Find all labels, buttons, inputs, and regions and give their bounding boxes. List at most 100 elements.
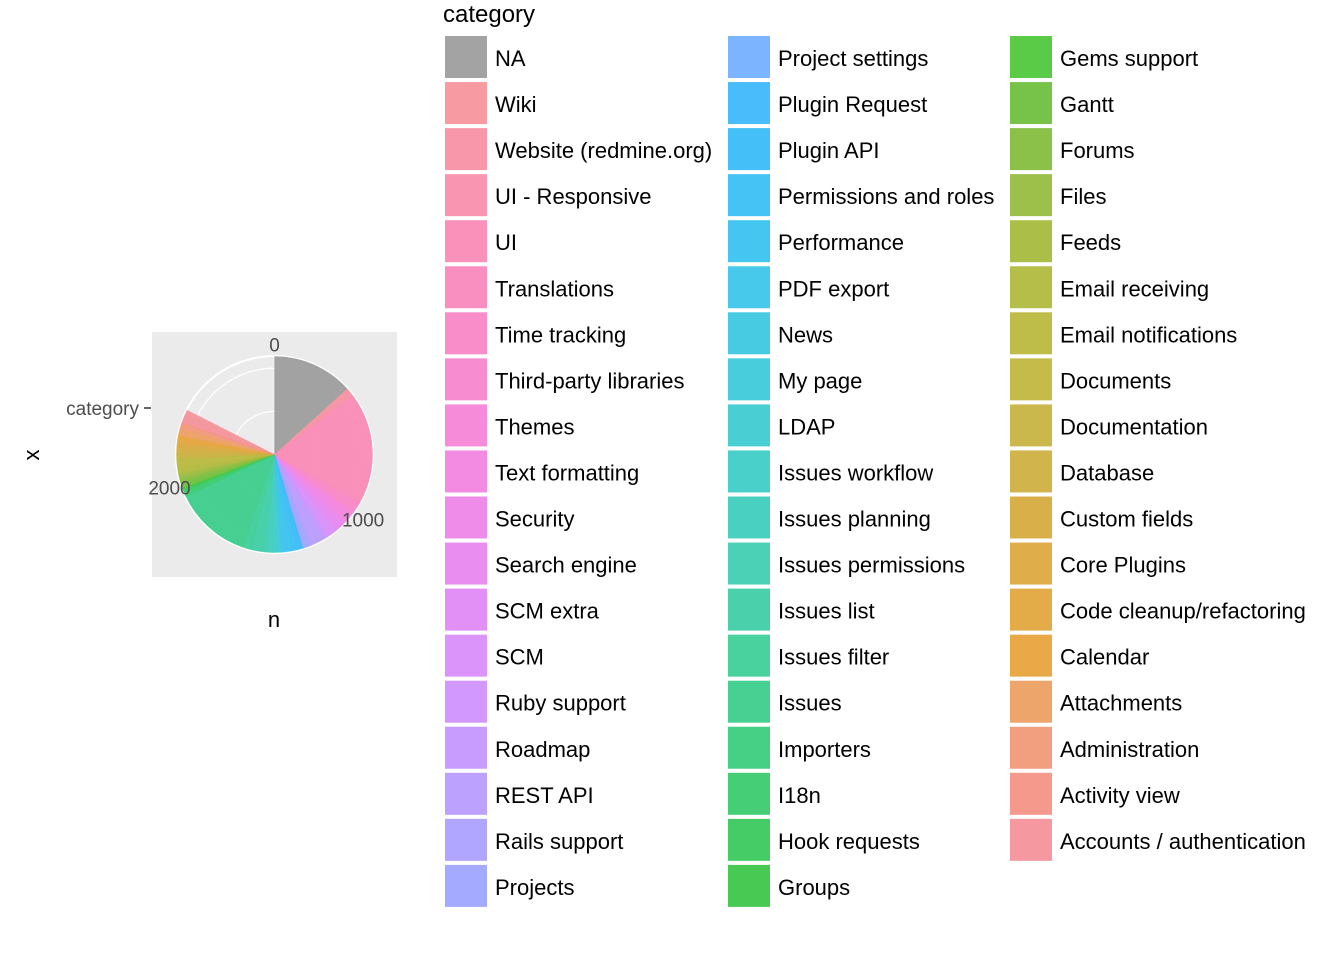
legend-label: Plugin Request — [778, 92, 927, 117]
legend-swatch — [1010, 772, 1052, 815]
radial-tick-label: 2000 — [148, 478, 190, 499]
legend-swatch — [445, 634, 487, 677]
legend-swatch — [1010, 818, 1052, 861]
legend-label: Gantt — [1060, 92, 1114, 117]
legend-swatch — [445, 128, 487, 171]
legend-label: News — [778, 322, 833, 347]
legend-swatch — [1010, 128, 1052, 171]
legend-label: Ruby support — [495, 691, 626, 716]
legend-swatch — [1010, 82, 1052, 125]
legend-label: PDF export — [778, 276, 889, 301]
legend-label: Security — [495, 507, 574, 532]
legend-label: Performance — [778, 230, 904, 255]
legend-label: Roadmap — [495, 737, 590, 762]
legend-swatch — [445, 772, 487, 815]
legend-label: Email notifications — [1060, 322, 1237, 347]
legend-swatch — [445, 818, 487, 861]
legend-label: Email receiving — [1060, 276, 1209, 301]
legend-label: Wiki — [495, 92, 537, 117]
legend-swatch — [1010, 358, 1052, 401]
legend-swatch — [445, 864, 487, 907]
radial-tick-label: 1000 — [342, 511, 384, 532]
legend-label: UI - Responsive — [495, 184, 652, 209]
legend-label: Third-party libraries — [495, 368, 685, 393]
legend-swatch — [728, 128, 770, 171]
legend-swatch — [728, 496, 770, 539]
legend-swatch — [728, 82, 770, 125]
legend-label: Groups — [778, 875, 850, 900]
legend-label: Rails support — [495, 829, 623, 854]
legend-label: Forums — [1060, 138, 1135, 163]
legend-swatch — [445, 220, 487, 263]
legend-swatch — [728, 450, 770, 493]
legend-title: category — [443, 1, 535, 28]
legend-label: SCM extra — [495, 599, 600, 624]
legend-label: SCM — [495, 645, 544, 670]
legend-label: Files — [1060, 184, 1106, 209]
legend-swatch — [728, 220, 770, 263]
legend-label: Gems support — [1060, 46, 1198, 71]
legend-label: Issues workflow — [778, 460, 933, 485]
legend-swatch — [728, 680, 770, 723]
x-tick-label: category — [66, 399, 139, 420]
legend-swatch — [1010, 220, 1052, 263]
legend-label: Issues — [778, 691, 842, 716]
legend-label: Text formatting — [495, 460, 639, 485]
n-axis-title: n — [268, 607, 280, 632]
legend-label: Translations — [495, 276, 614, 301]
legend-swatch — [1010, 680, 1052, 723]
legend-label: Website (redmine.org) — [495, 138, 712, 163]
legend-label: Projects — [495, 875, 574, 900]
legend-swatch — [728, 542, 770, 585]
legend-swatch — [728, 312, 770, 355]
legend-label: Plugin API — [778, 138, 880, 163]
legend-swatch — [728, 36, 770, 78]
legend-label: Feeds — [1060, 230, 1121, 255]
legend-swatch — [1010, 266, 1052, 309]
legend-swatch — [728, 726, 770, 769]
legend-swatch — [1010, 496, 1052, 539]
legend-label: UI — [495, 230, 517, 255]
legend-label: Time tracking — [495, 322, 626, 347]
legend-swatch — [1010, 404, 1052, 447]
legend-swatch — [445, 496, 487, 539]
pie-slice — [274, 356, 348, 455]
legend-swatch — [1010, 36, 1052, 78]
legend-swatch — [445, 174, 487, 217]
legend-swatch — [445, 404, 487, 447]
legend-swatch — [728, 174, 770, 217]
legend-label: I18n — [778, 783, 821, 808]
radial-tick-label: 0 — [269, 336, 280, 357]
grid-circle-outer — [175, 355, 374, 554]
legend-swatch — [445, 312, 487, 355]
legend-swatch — [1010, 312, 1052, 355]
legend-swatch — [728, 266, 770, 309]
legend-swatch — [1010, 588, 1052, 631]
legend-swatch — [445, 82, 487, 125]
legend-label: Issues list — [778, 599, 875, 624]
legend-swatch — [1010, 450, 1052, 493]
pie-slice — [185, 454, 275, 548]
legend-label: Administration — [1060, 737, 1199, 762]
legend-swatch — [445, 680, 487, 723]
legend-label: Issues permissions — [778, 553, 965, 578]
legend-label: Accounts / authentication — [1060, 829, 1306, 854]
radial-tick-labels: 0 1000 2000 — [148, 336, 384, 532]
legend-swatch — [445, 542, 487, 585]
legend-swatch — [1010, 174, 1052, 217]
legend: category NA Wiki Website (redmine.org) UI -… — [443, 1, 1306, 907]
pie-slice — [181, 409, 275, 455]
legend-label: Core Plugins — [1060, 553, 1186, 578]
legend-swatch — [445, 726, 487, 769]
legend-label: Documents — [1060, 368, 1171, 393]
legend-label: Importers — [778, 737, 871, 762]
legend-swatch — [445, 450, 487, 493]
legend-label: Themes — [495, 414, 574, 439]
legend-label: Issues filter — [778, 645, 889, 670]
legend-swatch — [445, 358, 487, 401]
legend-swatch — [728, 772, 770, 815]
pie-slice — [274, 396, 373, 503]
legend-swatch — [1010, 726, 1052, 769]
legend-label: Documentation — [1060, 414, 1208, 439]
